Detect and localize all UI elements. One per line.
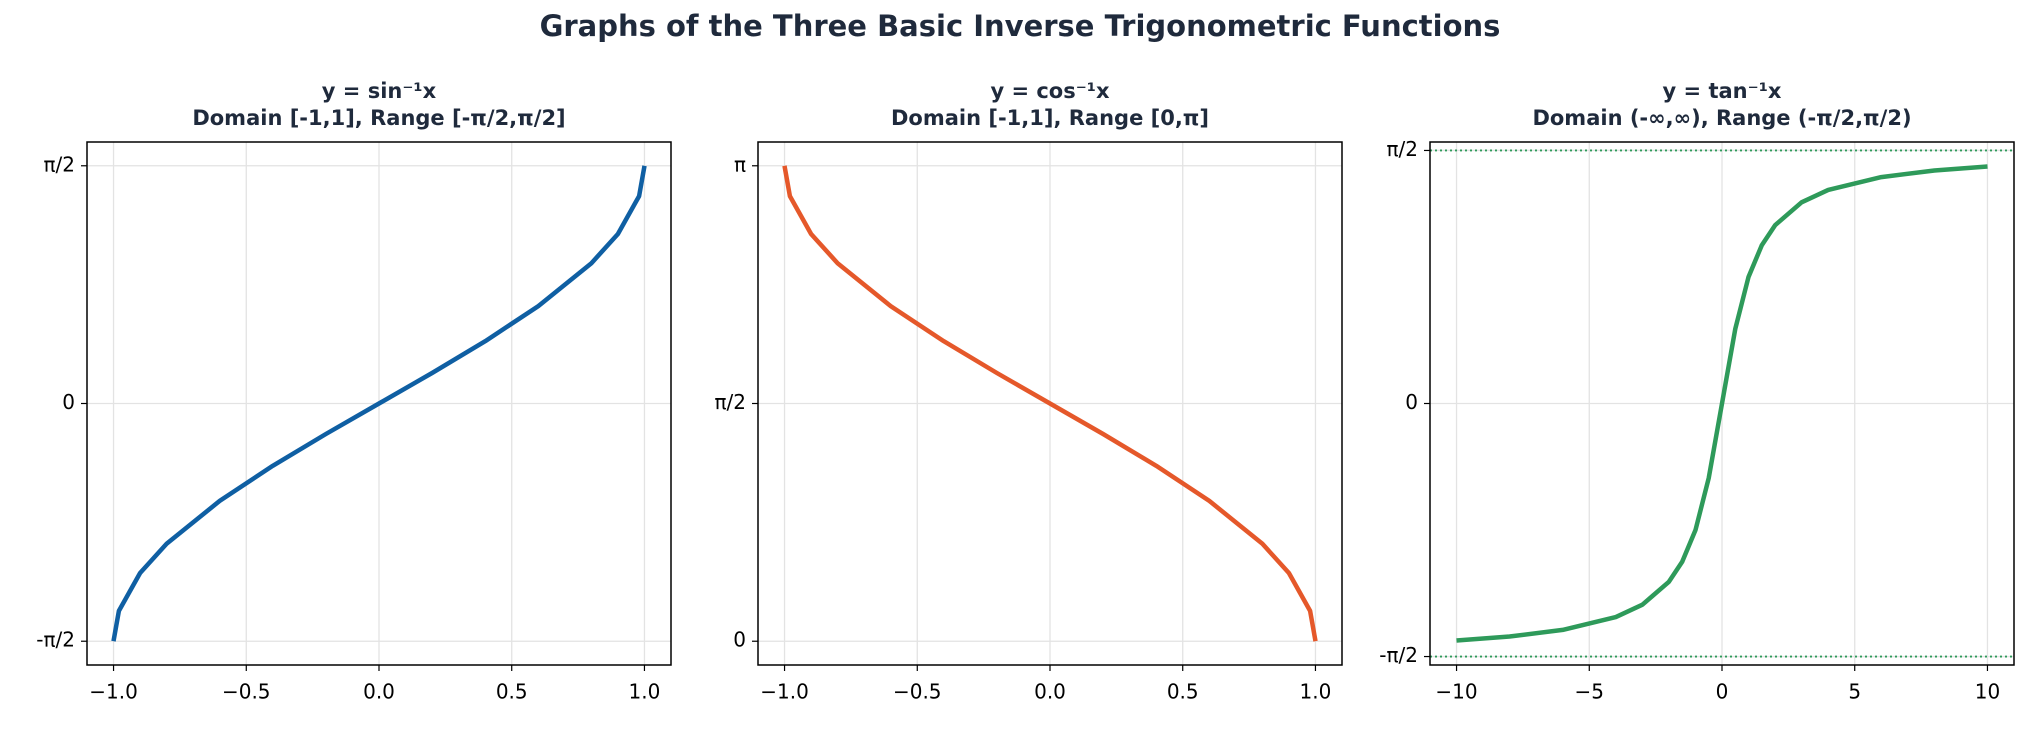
axes-frame	[86, 141, 672, 666]
y-tick-label: -π/2	[1379, 643, 1418, 667]
x-tick-label: −10	[1435, 680, 1477, 704]
x-tick-label: −0.5	[893, 680, 942, 704]
subplot-subtitle: Domain (-∞,∞), Range (-π/2,π/2)	[1532, 106, 1911, 130]
y-tick-label: π/2	[714, 390, 746, 414]
x-tick-label: −1.0	[760, 680, 809, 704]
x-tick-label: 1.0	[1300, 680, 1332, 704]
axes-frame	[1429, 141, 2015, 666]
x-tick-label: 0.5	[496, 680, 528, 704]
subplot-subtitle: Domain [-1,1], Range [-π/2,π/2]	[192, 106, 565, 130]
y-tick-label: 0	[62, 390, 75, 414]
x-tick-label: 0.0	[363, 680, 395, 704]
subplot-subtitle: Domain [-1,1], Range [0,π]	[891, 106, 1209, 130]
figure-title: Graphs of the Three Basic Inverse Trigon…	[540, 9, 1501, 43]
y-tick-label: π	[734, 152, 746, 176]
x-tick-label: 0	[1716, 680, 1729, 704]
x-tick-label: −1.0	[89, 680, 138, 704]
y-tick-label: 0	[733, 628, 746, 652]
curve	[111, 165, 647, 642]
curve	[782, 165, 1318, 642]
y-tick-label: 0	[1405, 390, 1418, 414]
y-tick-label: π/2	[43, 152, 75, 176]
subplot-title: y = cos⁻¹x	[990, 79, 1110, 103]
y-tick-label: π/2	[1386, 137, 1418, 161]
x-tick-label: −5	[1575, 680, 1604, 704]
subplot-title: y = tan⁻¹x	[1663, 79, 1782, 103]
x-tick-label: 10	[1975, 680, 2000, 704]
subplot-title: y = sin⁻¹x	[322, 79, 437, 103]
curve	[1456, 164, 1988, 643]
axes-frame	[757, 141, 1343, 666]
x-tick-label: 0.0	[1034, 680, 1066, 704]
x-tick-label: 5	[1848, 680, 1861, 704]
x-tick-label: −0.5	[222, 680, 271, 704]
x-tick-label: 0.5	[1167, 680, 1199, 704]
x-tick-label: 1.0	[629, 680, 661, 704]
y-tick-label: -π/2	[36, 628, 75, 652]
